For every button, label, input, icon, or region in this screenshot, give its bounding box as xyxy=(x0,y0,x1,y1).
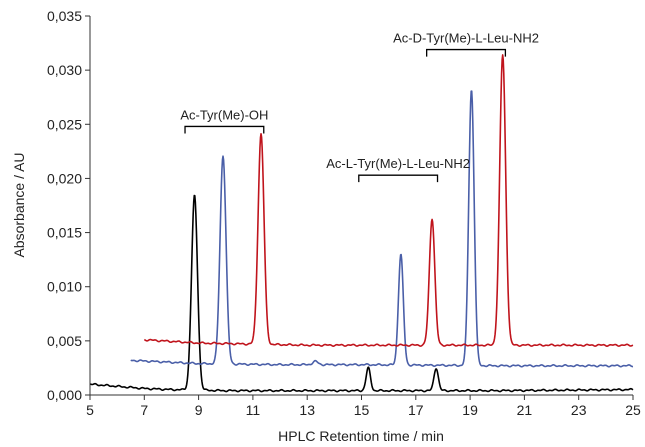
y-tick-label: 0,015 xyxy=(47,225,82,241)
x-tick-label: 11 xyxy=(246,402,261,418)
y-tick-label: 0,005 xyxy=(47,333,82,349)
x-tick-label: 7 xyxy=(140,402,148,418)
y-tick-label: 0,000 xyxy=(47,387,82,403)
x-tick-label: 9 xyxy=(195,402,203,418)
annotation-label: Ac-D-Tyr(Me)-L-Leu-NH2 xyxy=(393,31,539,46)
x-axis-title: HPLC Retention time / min xyxy=(278,428,444,444)
x-tick-label: 21 xyxy=(517,402,533,418)
x-tick-label: 17 xyxy=(408,402,424,418)
plot-lines xyxy=(89,54,634,393)
y-tick-label: 0,025 xyxy=(47,116,82,132)
trace-line xyxy=(89,194,634,393)
annotations: Ac-Tyr(Me)-OH Ac-L-Tyr(Me)-L-Leu-NH2 Ac-D-… xyxy=(180,31,539,183)
x-tick-label: 25 xyxy=(625,402,641,418)
y-tick-label: 0,010 xyxy=(47,279,82,295)
x-tick-label: 19 xyxy=(462,402,478,418)
trace-line xyxy=(143,54,634,347)
x-tick-label: 23 xyxy=(571,402,587,418)
annotation-bracket xyxy=(358,174,439,183)
y-axis-title: Absorbance / AU xyxy=(11,152,27,257)
x-tick-label: 5 xyxy=(86,402,94,418)
annotation-bracket xyxy=(184,125,265,134)
y-tick-label: 0,030 xyxy=(47,62,82,78)
x-ticks: 5 7 9 11 13 15 17 19 21 23 25 xyxy=(86,395,641,418)
y-tick-label: 0,035 xyxy=(47,8,82,24)
y-ticks: 0,000 0,005 0,010 0,015 0,020 0,025 0,030 0,035 xyxy=(47,8,90,403)
x-tick-label: 15 xyxy=(354,402,370,418)
annotation-bracket xyxy=(426,48,507,57)
annotation-label: Ac-Tyr(Me)-OH xyxy=(180,107,268,122)
trace-line xyxy=(130,90,634,368)
annotation-label: Ac-L-Tyr(Me)-L-Leu-NH2 xyxy=(326,156,470,171)
x-tick-label: 13 xyxy=(299,402,315,418)
y-tick-label: 0,020 xyxy=(47,170,82,186)
